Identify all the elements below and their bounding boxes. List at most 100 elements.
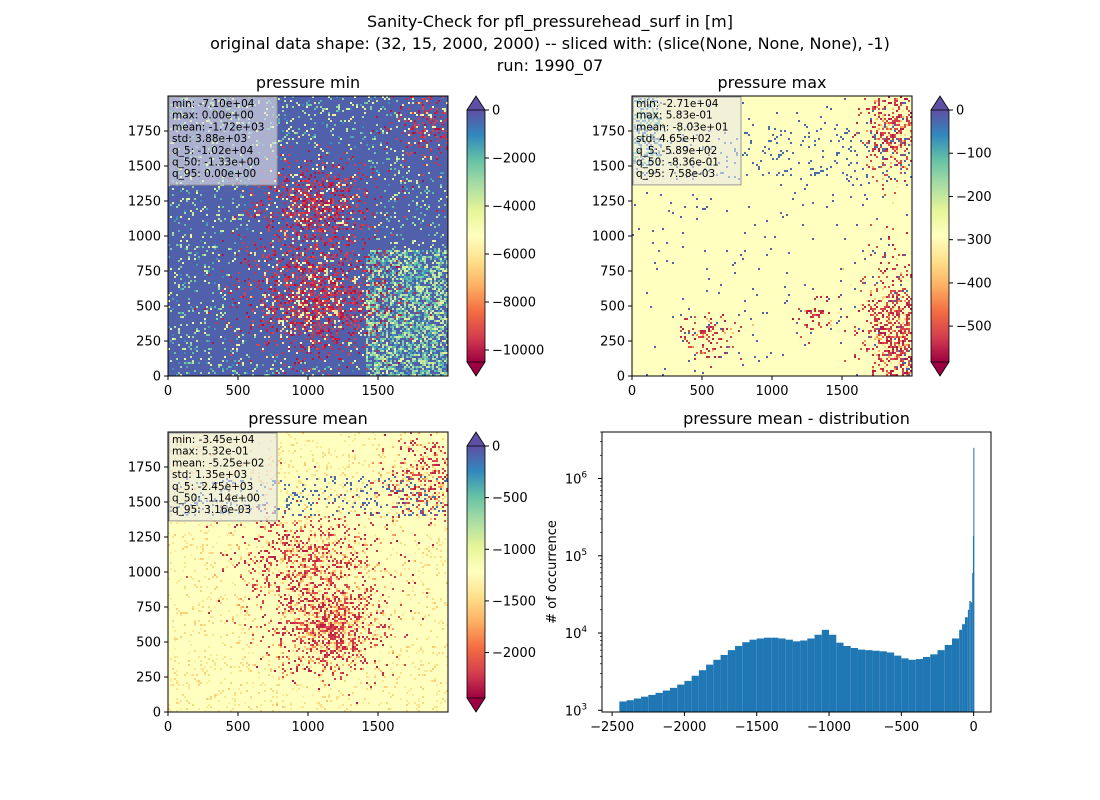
stats-line: q_50: -8.36e-01 — [636, 157, 719, 169]
histogram-bar — [970, 602, 973, 712]
x-tick-label: 1500 — [361, 720, 394, 735]
histogram-bar — [633, 698, 642, 712]
stats-line: min: -2.71e+04 — [636, 98, 719, 110]
y-tick-label: 103 — [565, 702, 587, 719]
panel-title: pressure mean — [248, 409, 368, 428]
colorbar-extend-top — [466, 95, 486, 111]
colorbar-tick-label: −500 — [956, 320, 992, 335]
histogram-bar — [800, 640, 808, 712]
panel-title: pressure max — [717, 73, 826, 92]
histogram-bar — [763, 637, 772, 712]
y-tick-label: 1500 — [128, 160, 161, 175]
y-tick-label: 1000 — [128, 566, 161, 581]
histogram-bar — [969, 600, 971, 712]
histogram-bar — [857, 649, 866, 712]
colorbar-tick-label: −100 — [956, 147, 992, 162]
axes-frame — [601, 431, 992, 713]
histogram-bar — [894, 655, 902, 712]
x-tick-label: 1500 — [825, 384, 858, 399]
histogram-bar — [879, 651, 887, 712]
histogram-bar — [937, 650, 945, 712]
histogram-bars — [619, 447, 975, 712]
x-tick-label: −2500 — [590, 720, 634, 735]
stats-line: std: 1.35e+03 — [172, 469, 247, 481]
x-tick-label: 0 — [164, 720, 172, 735]
stats-line: q_50: -1.14e+00 — [172, 493, 260, 505]
colorbar-tick-label: −2000 — [492, 152, 536, 167]
heatmap-panel-3: pressure mean 0 500 1000 1500 0 250 500 750 1000 1… — [128, 409, 536, 735]
x-tick-label: 0 — [970, 720, 978, 735]
histogram-bar — [785, 639, 793, 712]
colorbar-tick-label: −6000 — [492, 248, 536, 263]
histogram-bar — [626, 700, 634, 712]
y-tick-label: 0 — [617, 370, 625, 385]
x-tick-label: −2000 — [662, 720, 706, 735]
y-tick-label: 250 — [136, 671, 161, 686]
histogram-bar — [814, 634, 822, 712]
histogram-bar — [669, 687, 678, 712]
histogram-bar — [915, 659, 924, 712]
figure-title-line-2: original data shape: (32, 15, 2000, 2000… — [210, 34, 890, 53]
stats-line: max: 5.32e-01 — [172, 446, 249, 458]
histogram-bar — [641, 696, 649, 712]
histogram-bar — [792, 641, 801, 712]
colorbar-extend-top — [930, 95, 950, 111]
colorbar-extend-bottom — [466, 361, 486, 377]
x-tick-label: 500 — [690, 384, 715, 399]
colorbar-tick-label: −10000 — [492, 344, 544, 359]
y-tick-label: 0 — [153, 370, 161, 385]
colorbar-tick-label: 0 — [492, 104, 500, 119]
histogram-bar — [923, 656, 931, 712]
heatmap-panel-1: pressure min 0 500 1000 1500 0 250 500 750 1000 12… — [128, 73, 544, 399]
x-tick-label: 500 — [226, 384, 251, 399]
stats-line: q_5: -5.89e+02 — [636, 145, 717, 157]
y-tick-label: 104 — [565, 625, 588, 642]
figure-title-line-1: Sanity-Check for pfl_pressurehead_surf i… — [367, 12, 733, 31]
histogram-bar — [619, 701, 627, 712]
histogram-bar — [821, 629, 830, 712]
histogram-bar — [951, 638, 960, 712]
stats-line: q_50: -1.33e+00 — [172, 157, 260, 169]
y-tick-label: 750 — [136, 601, 161, 616]
histogram-bar — [662, 690, 670, 712]
y-tick-label: 1500 — [128, 496, 161, 511]
histogram-bar — [962, 624, 965, 712]
histogram-bar — [865, 650, 873, 712]
histogram-bar — [771, 637, 779, 712]
y-tick-label: 750 — [136, 265, 161, 280]
histogram-bar — [973, 447, 975, 712]
stats-line: q_95: 7.58e-03 — [636, 168, 715, 180]
colorbar: 0 −100 −200 −300 −400 −500 — [930, 95, 992, 377]
histogram-bar — [749, 639, 757, 712]
histogram-bar — [964, 617, 968, 712]
stats-line: max: 0.00e+00 — [172, 110, 254, 122]
histogram-bar — [684, 680, 692, 712]
stats-line: std: 4.65e+02 — [636, 133, 711, 145]
x-tick-label: 500 — [226, 720, 251, 735]
x-tick-label: 0 — [628, 384, 636, 399]
colorbar-extend-bottom — [930, 361, 950, 377]
histogram-bar — [720, 654, 728, 712]
histogram-bar — [908, 659, 916, 712]
colorbar-gradient — [467, 446, 485, 698]
colorbar-tick-label: −400 — [956, 276, 992, 291]
y-tick-label: 105 — [565, 548, 587, 565]
y-tick-label: 500 — [136, 636, 161, 651]
colorbar: 0 −500 −1000 −1500 −2000 — [466, 431, 536, 713]
y-tick-label: 500 — [600, 300, 625, 315]
histogram-bar — [944, 644, 952, 712]
histogram-bar — [735, 645, 743, 712]
stats-line: min: -3.45e+04 — [172, 434, 255, 446]
histogram-bar — [850, 647, 858, 712]
y-tick-label: 1250 — [128, 531, 161, 546]
y-tick-label: 1250 — [592, 195, 625, 210]
colorbar-tick-label: 0 — [492, 440, 500, 455]
x-tick-label: 1000 — [755, 384, 788, 399]
histogram-bar — [967, 609, 970, 712]
histogram-bar — [872, 650, 880, 712]
x-tick-label: −500 — [883, 720, 919, 735]
histogram-bar — [691, 675, 699, 712]
colorbar-tick-label: −2000 — [492, 646, 536, 661]
